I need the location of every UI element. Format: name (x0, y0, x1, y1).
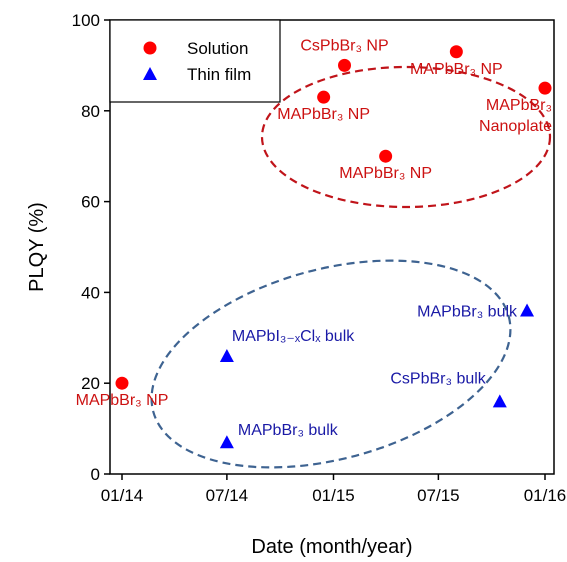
data-point-circle (115, 376, 129, 390)
y-tick-label: 0 (91, 465, 100, 484)
legend-label: Thin film (187, 65, 251, 84)
legend-label: Solution (187, 39, 248, 58)
point-label: CsPbBr₃ NP (300, 37, 388, 54)
data-point-circle (379, 149, 393, 163)
point-label: MAPbBr₃ NP (277, 106, 370, 123)
legend-marker-circle (143, 41, 157, 55)
group-ellipses (150, 65, 552, 469)
plot-area (109, 19, 555, 475)
y-axis: 0 20 40 60 80 100 (72, 11, 110, 484)
point-label: MAPbBr₃ bulk (238, 422, 339, 439)
x-axis-title: Date (month/year) (251, 536, 412, 558)
legend: Solution Thin film (109, 19, 281, 103)
x-axis: 01/14 07/14 01/15 07/15 01/16 (101, 474, 567, 505)
x-tick-label: 01/14 (101, 486, 144, 505)
group-ellipse (150, 259, 512, 469)
y-tick-label: 40 (81, 283, 100, 302)
data-point-circle (538, 81, 552, 95)
data-point-triangle (219, 435, 234, 449)
y-tick-label: 60 (81, 193, 100, 212)
data-point-triangle (520, 303, 535, 317)
legend-box (109, 19, 281, 103)
x-tick-label: 07/15 (417, 486, 460, 505)
point-label: MAPbBr₃ bulk (417, 304, 518, 321)
point-label: MAPbBr₃ NP (339, 165, 432, 182)
data-point-circle (317, 90, 331, 104)
x-tick-label: 01/16 (524, 486, 567, 505)
legend-marker-triangle (143, 67, 157, 80)
x-tick-label: 07/14 (206, 486, 249, 505)
group-ellipse (260, 65, 552, 209)
point-label: MAPbI₃₋ₓClₓ bulk (232, 328, 355, 345)
point-label: Nanoplate (479, 118, 552, 135)
x-tick-label: 01/15 (312, 486, 355, 505)
y-tick-label: 20 (81, 374, 100, 393)
point-labels: MAPbBr₃ NP MAPbBr₃ NP CsPbBr₃ NP MAPbBr₃ NP… (76, 37, 552, 439)
data-point-triangle (219, 348, 234, 362)
point-label: MAPbBr₃ NP (76, 392, 169, 409)
point-label: CsPbBr₃ bulk (390, 370, 486, 387)
point-label: MAPbBr₃ NP (410, 61, 503, 78)
data-point-circle (449, 45, 463, 59)
point-label: MAPbBr₃ (486, 97, 552, 114)
data-point-triangle (492, 394, 507, 408)
y-axis-title: PLQY (%) (26, 202, 48, 292)
data-points (115, 45, 552, 449)
y-tick-label: 100 (72, 11, 100, 30)
data-point-circle (338, 58, 352, 72)
y-tick-label: 80 (81, 102, 100, 121)
